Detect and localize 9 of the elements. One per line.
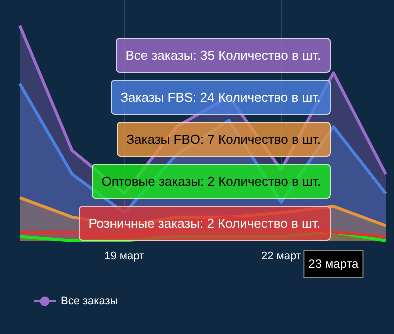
legend-label: Все заказы [61, 296, 118, 308]
x-tick-label: 19 март [104, 250, 145, 262]
annotation: Все заказы: 35 Количество в шт. [116, 38, 332, 73]
annotation: Розничные заказы: 2 Количество в шт. [78, 206, 331, 241]
x-tick-label: 22 март [261, 250, 302, 262]
annotation: Заказы FBO: 7 Количество в шт. [116, 122, 332, 157]
annotation: Заказы FBS: 24 Количество в шт. [110, 80, 331, 115]
x-tick-label: 23 марта [308, 257, 360, 271]
annotation: Оптовые заказы: 2 Количество в шт. [92, 164, 332, 199]
